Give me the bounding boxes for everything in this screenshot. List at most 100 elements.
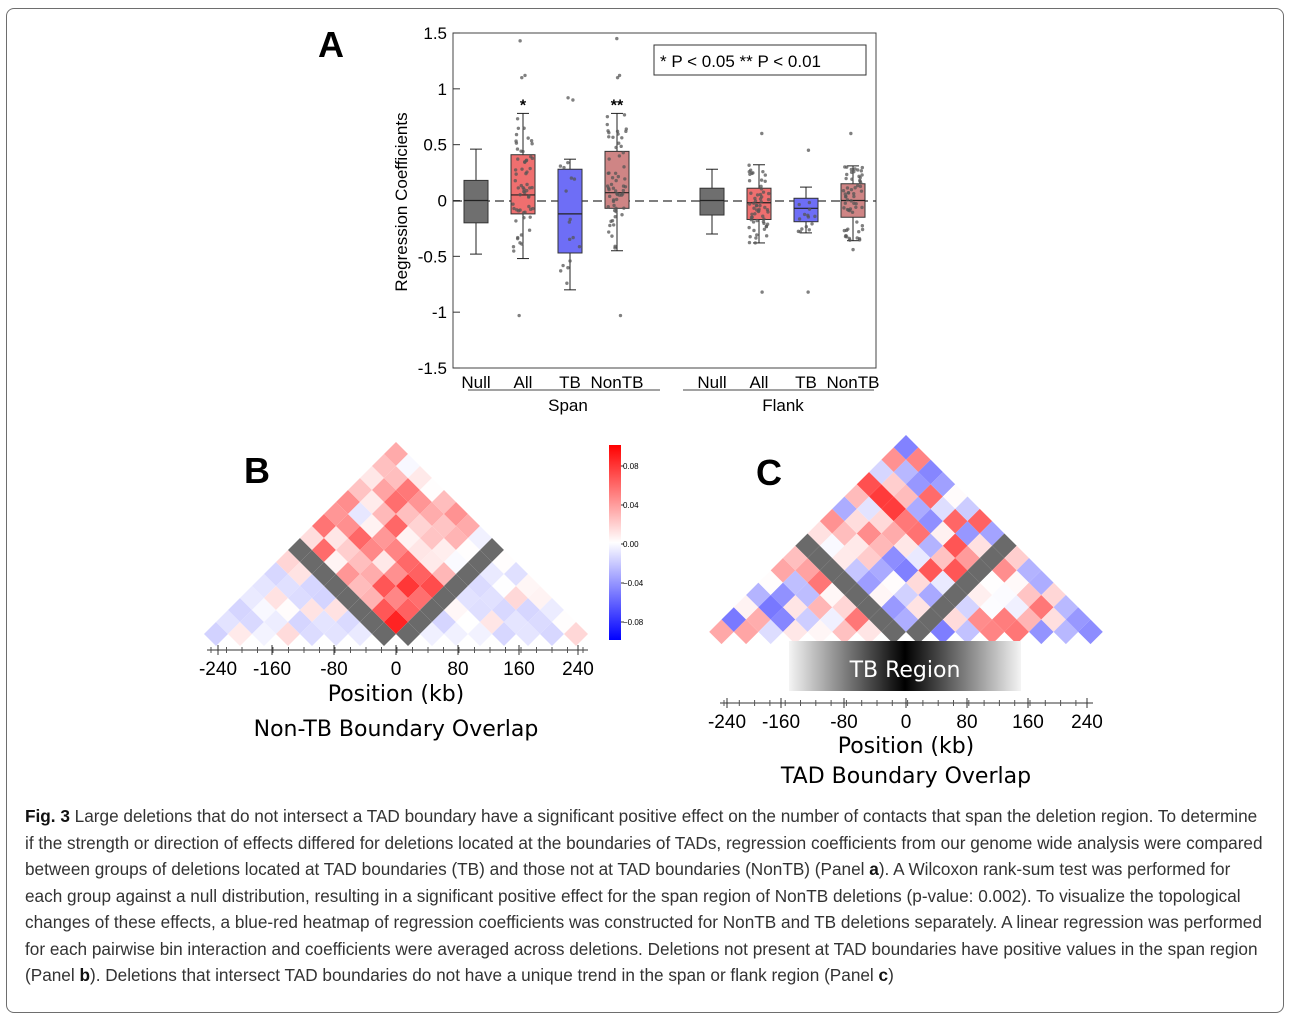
data-point [614,209,618,214]
data-point [621,150,625,155]
data-point [761,219,766,224]
heatmap-c-cell [930,471,956,497]
heatmap-c-cell [906,521,931,546]
heatmap-c-cell [1004,570,1029,595]
data-point [616,174,621,179]
data-point [518,193,522,197]
data-point [514,172,518,176]
colorbar-tick-label: 0.04 [623,501,639,510]
data-point [528,166,532,171]
data-point [858,184,863,189]
data-point [516,186,520,190]
box-body [557,168,583,254]
data-point [518,208,522,212]
data-point [513,168,518,172]
data-point [857,238,862,242]
data-point [529,154,533,159]
heatmap-c-cell [844,607,870,632]
data-point [845,207,850,212]
data-point [530,141,534,146]
heatmap-c-cell [807,521,833,546]
heatmap-c-cell [869,459,894,485]
data-point [753,241,758,245]
span-label: Span [548,396,588,415]
data-point [762,227,767,231]
data-point [522,126,526,130]
data-point [843,201,847,205]
heatmap-c-cell [881,521,906,546]
data-point [859,189,864,193]
outlier-point [806,290,810,294]
data-point [846,191,851,195]
heatmap-c-cell [856,545,882,571]
data-point [564,189,568,193]
data-point [623,177,627,181]
data-point [849,167,854,172]
caption-text-4: ) [888,965,894,985]
data-point [516,235,520,240]
data-point [858,180,863,185]
heatmap-c-cell [746,607,771,632]
data-point [843,192,848,196]
heatmap-c-cell [918,582,943,608]
data-point [852,169,856,174]
data-point [516,157,520,161]
heatmap-c-cell [783,570,808,595]
heatmap-c-tick-label: -240 [708,712,746,733]
heatmap-c-cell [881,447,906,472]
data-point [762,217,766,221]
data-point [567,220,572,224]
y-tick-label: -1.5 [418,359,447,378]
heatmap-c-cell [1029,570,1054,595]
data-point [607,187,611,192]
heatmap-c-cell [1016,607,1042,632]
data-point [765,208,770,212]
heatmap-c-cell [979,545,1005,571]
data-point [620,192,625,196]
data-point [800,227,804,231]
data-point [855,220,859,224]
heatmap-c-tick-label: 80 [956,712,977,733]
significance-legend: * P < 0.05 ** P < 0.01 [653,44,867,76]
data-point [852,194,856,199]
data-point [559,269,563,273]
data-point [759,184,763,189]
heatmap-c-cell [733,594,759,620]
y-tick-label: -1 [432,303,447,322]
outlier-point [615,75,620,80]
heatmap-c-cell [1053,594,1079,620]
data-point [845,186,850,190]
data-point [849,199,853,203]
box-body [510,154,536,215]
colorbar-tick-label: 0.00 [623,540,639,549]
data-point [615,191,619,196]
data-point [850,210,855,214]
data-point [568,259,572,263]
outlier-point [617,73,622,78]
data-point [524,158,529,162]
data-point [755,193,760,197]
data-point [752,228,756,233]
heatmap-b-subtitle: Non-TB Boundary Overlap [254,717,539,742]
heatmap-c-cell [795,607,820,632]
data-point [612,203,616,208]
data-point [802,212,807,217]
panel-c-letter: C [756,452,782,493]
outlier-point [523,73,527,78]
heatmap-c [709,435,1103,645]
data-point [849,187,854,192]
data-point [622,113,627,117]
data-point [561,263,565,268]
heatmap-c-xlabel: Position (kb) [838,734,975,759]
heatmap-c-cell [967,508,993,534]
heatmap-c-cell [893,533,919,559]
caption-ref-b: b [79,965,90,985]
data-point [856,168,860,172]
data-point [607,131,611,135]
heatmap-c-cell [893,459,919,485]
data-point [796,229,801,234]
heatmap-c-cell [856,521,882,546]
heatmap-c-cell [733,619,759,645]
box-plots: * ** [463,97,866,291]
data-point [611,223,616,227]
